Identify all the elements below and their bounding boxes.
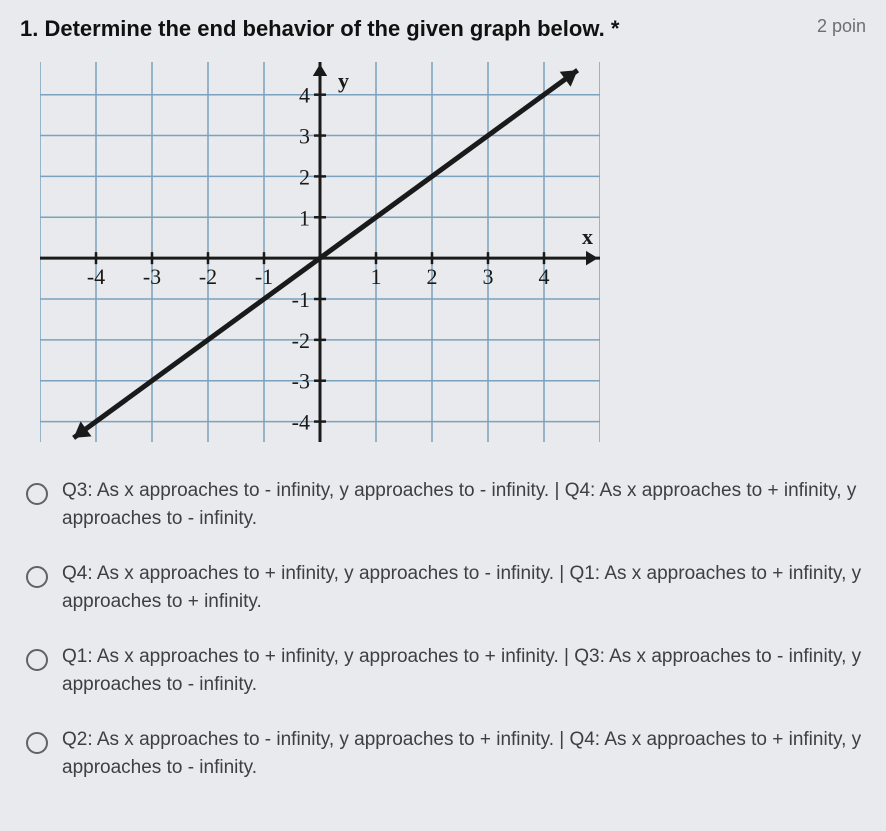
svg-text:x: x bbox=[582, 224, 593, 249]
question-title: 1. Determine the end behavior of the giv… bbox=[20, 16, 619, 42]
svg-text:3: 3 bbox=[299, 124, 310, 149]
svg-text:2: 2 bbox=[299, 164, 310, 189]
options-list: Q3: As x approaches to - infinity, y app… bbox=[26, 477, 866, 781]
question-header: 1. Determine the end behavior of the giv… bbox=[20, 16, 866, 42]
radio-icon[interactable] bbox=[26, 566, 48, 588]
radio-icon[interactable] bbox=[26, 732, 48, 754]
option-text: Q2: As x approaches to - infinity, y app… bbox=[62, 726, 866, 781]
svg-text:3: 3 bbox=[483, 264, 494, 289]
svg-text:4: 4 bbox=[299, 83, 310, 108]
option-2[interactable]: Q4: As x approaches to + infinity, y app… bbox=[26, 560, 866, 615]
option-4[interactable]: Q2: As x approaches to - infinity, y app… bbox=[26, 726, 866, 781]
option-3[interactable]: Q1: As x approaches to + infinity, y app… bbox=[26, 643, 866, 698]
svg-text:y: y bbox=[338, 68, 349, 93]
option-text: Q1: As x approaches to + infinity, y app… bbox=[62, 643, 866, 698]
svg-text:4: 4 bbox=[539, 264, 550, 289]
svg-text:1: 1 bbox=[371, 264, 382, 289]
graph-svg: -4 -3 -2 -1 1 2 3 4 -4 -3 -2 -1 1 2 3 4 x y bbox=[40, 62, 600, 442]
option-1[interactable]: Q3: As x approaches to - infinity, y app… bbox=[26, 477, 866, 532]
svg-text:-4: -4 bbox=[292, 410, 310, 435]
svg-text:-3: -3 bbox=[292, 369, 310, 394]
svg-text:-2: -2 bbox=[292, 328, 310, 353]
option-text: Q4: As x approaches to + infinity, y app… bbox=[62, 560, 866, 615]
question-points: 2 poin bbox=[817, 16, 866, 37]
svg-text:-3: -3 bbox=[143, 264, 161, 289]
svg-text:-4: -4 bbox=[87, 264, 105, 289]
radio-icon[interactable] bbox=[26, 483, 48, 505]
svg-text:-1: -1 bbox=[255, 264, 273, 289]
svg-text:2: 2 bbox=[427, 264, 438, 289]
svg-text:-2: -2 bbox=[199, 264, 217, 289]
svg-text:-1: -1 bbox=[292, 287, 310, 312]
radio-icon[interactable] bbox=[26, 649, 48, 671]
option-text: Q3: As x approaches to - infinity, y app… bbox=[62, 477, 866, 532]
graph-figure: -4 -3 -2 -1 1 2 3 4 -4 -3 -2 -1 1 2 3 4 x y bbox=[40, 62, 866, 447]
svg-text:1: 1 bbox=[299, 205, 310, 230]
